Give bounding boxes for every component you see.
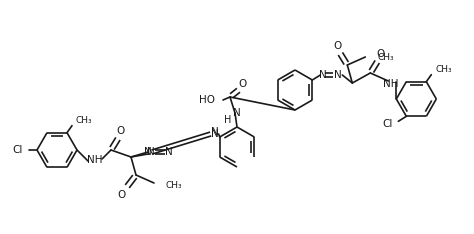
Text: Cl: Cl [13,145,23,155]
Text: CH₃: CH₃ [76,116,92,125]
Text: NH: NH [87,155,103,165]
Text: O: O [118,190,126,200]
Text: N: N [335,70,342,80]
Text: N: N [147,147,155,157]
Text: N: N [144,147,152,157]
Text: CH₃: CH₃ [166,182,182,190]
Text: HO: HO [199,95,215,105]
Text: N: N [233,108,241,118]
Text: H: H [224,115,232,125]
Text: O: O [333,41,341,51]
Text: N: N [319,70,327,80]
Text: N: N [165,147,173,157]
Text: N: N [211,127,219,137]
Text: CH₃: CH₃ [435,65,452,74]
Text: Cl: Cl [382,119,392,129]
Text: O: O [117,126,125,136]
Text: CH₃: CH₃ [377,52,394,62]
Text: N: N [211,129,219,139]
Text: O: O [239,79,247,89]
Text: NH: NH [383,79,398,89]
Text: O: O [376,49,384,59]
